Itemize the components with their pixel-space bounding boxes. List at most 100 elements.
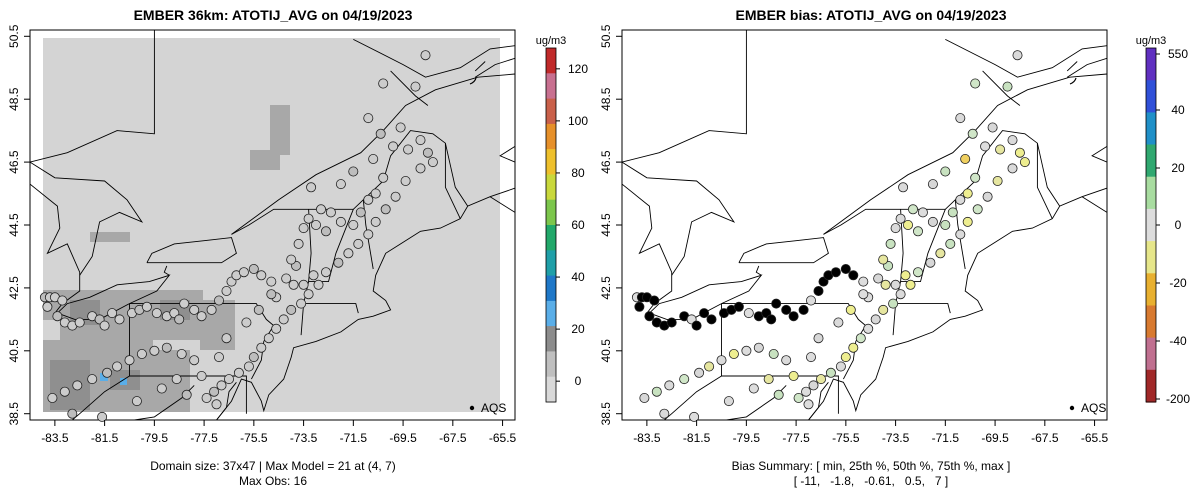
right-station-marker — [753, 342, 764, 353]
left-station-marker — [286, 254, 297, 265]
left-y-tick-label: 50.5 — [7, 24, 21, 48]
right-station-marker — [840, 263, 851, 274]
right-colorbar-segment — [1146, 241, 1156, 274]
right-station-marker — [913, 267, 924, 278]
left-station-marker — [102, 367, 113, 378]
model-cells-max — [100, 373, 127, 385]
right-axes: -83.5 -81.5 -79.5 -77.5 -75.5 -73.5 -71.5 -69.5… — [599, 24, 1109, 445]
left-colorbar: 120 100 80 60 40 20 0 — [545, 47, 588, 403]
right-station-marker — [808, 380, 819, 391]
right-station-marker — [992, 175, 1003, 186]
right-station-marker — [908, 204, 919, 215]
left-station-marker — [99, 320, 110, 331]
left-station-marker — [395, 122, 406, 133]
left-station-marker — [355, 207, 366, 218]
left-station-marker — [161, 342, 172, 353]
left-colorbar-segment — [546, 351, 556, 378]
right-station-marker — [878, 254, 889, 265]
right-station-marker — [1002, 81, 1013, 92]
left-outline-chesW — [216, 382, 237, 420]
right-station-marker — [771, 298, 782, 309]
left-station-marker — [333, 257, 344, 268]
right-station-marker — [793, 392, 804, 403]
left-station-marker — [335, 216, 346, 227]
left-station-marker — [315, 204, 326, 215]
left-station-marker — [266, 276, 277, 287]
right-x-tick-label: -69.5 — [981, 431, 1009, 445]
right-outline-me_nb — [1036, 143, 1053, 219]
right-outline-nwline — [622, 30, 747, 163]
right-station-marker — [763, 374, 774, 385]
right-outline-lab — [982, 70, 1021, 106]
right-station-marker — [798, 304, 809, 315]
right-outline-masonDixon — [721, 375, 839, 414]
right-station-marker — [917, 207, 928, 218]
left-station-marker — [303, 289, 314, 300]
left-station-marker — [201, 392, 212, 403]
right-station-marker — [666, 317, 677, 328]
left-station-marker — [57, 295, 68, 306]
right-station-marker — [806, 295, 817, 306]
left-station-marker — [298, 223, 309, 234]
left-station-marker — [368, 153, 379, 164]
left-colorbar-segment — [546, 225, 556, 251]
left-station-marker — [427, 157, 438, 168]
left-station-marker — [74, 317, 85, 328]
left-station-marker — [348, 219, 359, 230]
right-station-marker — [955, 113, 966, 124]
right-outline-huron — [622, 161, 736, 276]
left-chart-title: EMBER 36km: ATOTIJ_AVG on 04/19/2023 — [134, 7, 413, 23]
right-station-marker — [813, 285, 824, 296]
right-station-marker — [743, 308, 754, 319]
left-outline-usca — [163, 265, 170, 276]
right-y-tick-label: 44.5 — [599, 213, 613, 237]
right-station-marker — [895, 289, 906, 300]
left-colorbar-segment — [546, 123, 556, 150]
right-x-tick-label: -77.5 — [782, 431, 810, 445]
right-station-marker — [848, 342, 859, 353]
right-station-marker — [935, 248, 946, 259]
right-station-marker — [768, 348, 779, 359]
left-stations — [39, 50, 438, 422]
left-station-marker — [189, 304, 200, 315]
right-outline-coast — [808, 187, 1107, 420]
left-station-marker — [253, 304, 264, 315]
right-station-marker — [927, 179, 938, 190]
right-colorbar-tick-label: -20 — [1169, 276, 1187, 290]
right-plot-frame — [621, 29, 1108, 421]
left-x-tick-label: -67.5 — [439, 431, 467, 445]
right-island-mark — [1069, 77, 1077, 85]
right-y-tick-label: 48.5 — [599, 87, 613, 111]
right-station-marker — [741, 345, 752, 356]
right-outline-islet — [1066, 61, 1078, 72]
left-colorbar-tick-label: 0 — [575, 374, 582, 388]
left-colorbar-segment — [546, 376, 556, 403]
left-x-tick-label: -81.5 — [91, 431, 119, 445]
right-y-tick-label: 42.5 — [599, 276, 613, 300]
right-station-marker — [649, 295, 660, 306]
left-station-marker — [112, 361, 123, 372]
left-station-marker — [233, 367, 244, 378]
right-station-marker — [813, 333, 824, 344]
left-station-marker — [136, 348, 147, 359]
left-station-marker — [171, 374, 182, 385]
right-colorbar-segment — [1146, 48, 1156, 81]
left-station-marker — [310, 219, 321, 230]
left-station-marker — [67, 408, 78, 419]
right-caption-line1: Bias Summary: [ min, 25th %, 50th %, 75t… — [732, 459, 1011, 473]
right-outline-ma_ct — [895, 303, 951, 314]
right-station-marker — [806, 352, 817, 363]
left-station-marker — [303, 213, 314, 224]
left-x-tick-label: -75.5 — [240, 431, 268, 445]
left-colorbar-unit: ug/m3 — [536, 35, 567, 47]
right-station-marker — [970, 172, 981, 183]
left-panel: EMBER 36km: ATOTIJ_AVG on 04/19/2023 — [7, 7, 588, 488]
left-station-marker — [107, 308, 118, 319]
left-station-marker — [348, 166, 359, 177]
left-station-marker — [72, 380, 83, 391]
right-y-tick-label: 50.5 — [599, 24, 613, 48]
right-outline-nh_me — [954, 199, 966, 270]
right-station-marker — [706, 314, 717, 325]
right-station-marker — [728, 348, 739, 359]
left-x-tick-label: -71.5 — [340, 431, 368, 445]
